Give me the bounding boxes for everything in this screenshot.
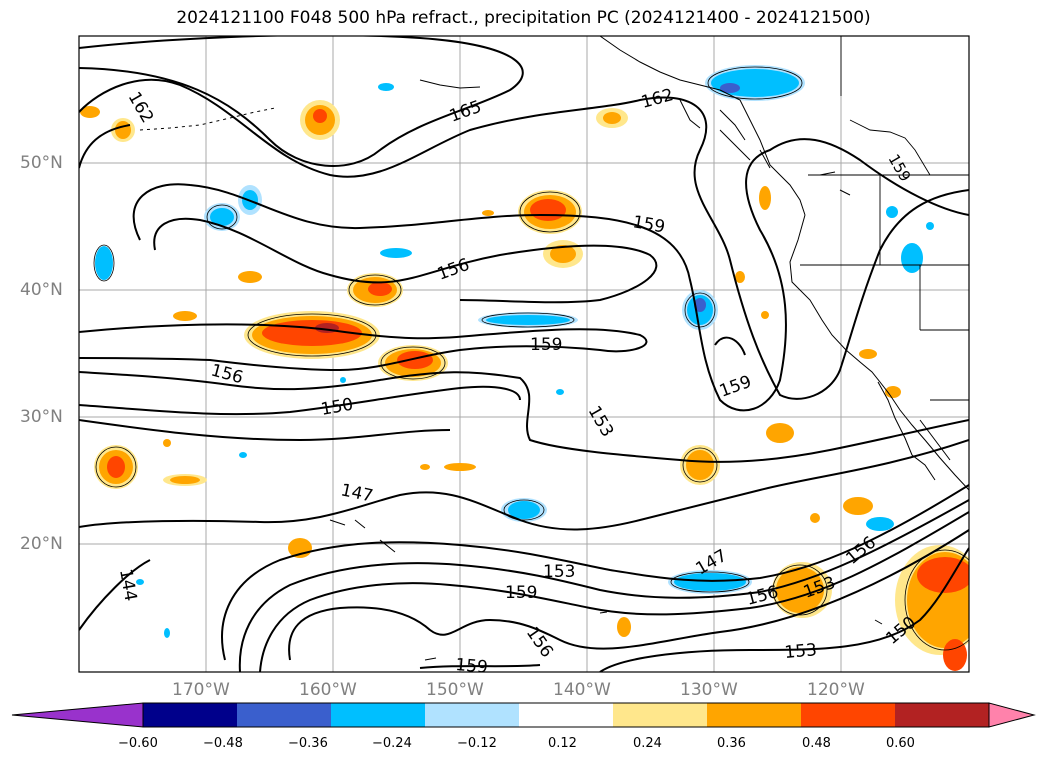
- contour-label: 159: [455, 655, 489, 678]
- coastlines: [139, 36, 969, 661]
- contour-label: 150: [319, 395, 354, 420]
- colorbar-box: [143, 703, 237, 727]
- colorbar-tick-label: −0.24: [372, 736, 412, 751]
- lat-label: 40°N: [20, 280, 63, 300]
- lon-label: 170°W: [172, 680, 230, 700]
- lat-label: 20°N: [20, 534, 63, 554]
- colorbar-tick-label: −0.12: [457, 736, 497, 751]
- colorbar-tick-label: −0.60: [118, 736, 158, 751]
- colorbar-box: [331, 703, 425, 727]
- contour-label: 156: [744, 582, 781, 610]
- contour-label: 162: [639, 85, 676, 113]
- colorbar-tick-label: 0.24: [633, 736, 662, 751]
- contour-label: 153: [543, 562, 575, 582]
- precip-negative-patches: [95, 65, 934, 638]
- colorbar-tick-label: −0.36: [288, 736, 328, 751]
- colorbar-box: [707, 703, 801, 727]
- lat-label: 30°N: [20, 407, 63, 427]
- contour-label: 159: [717, 372, 754, 402]
- colorbar-extend-high: [988, 702, 1036, 728]
- colorbar-box: [519, 703, 613, 727]
- map-frame: [78, 35, 970, 673]
- colorbar-box: [425, 703, 519, 727]
- lon-label: 160°W: [299, 680, 357, 700]
- colorbar-box: [801, 703, 895, 727]
- colorbar-tick-label: 0.48: [802, 736, 831, 751]
- colorbar-tick-label: 0.60: [886, 736, 915, 751]
- lon-label: 130°W: [680, 680, 738, 700]
- contour-label: 156: [435, 255, 472, 285]
- contour-label: 159: [505, 583, 537, 603]
- graticule: [79, 36, 969, 672]
- contour-label: 144: [115, 567, 140, 602]
- colorbar-tick-label: −0.48: [203, 736, 243, 751]
- contour-label: 165: [447, 97, 484, 127]
- colorbar-box: [613, 703, 707, 727]
- colorbar: [11, 702, 1036, 728]
- contour-label: 156: [209, 361, 246, 389]
- contour-label: 153: [784, 640, 818, 663]
- lon-label: 150°W: [426, 680, 484, 700]
- map-title: 2024121100 F048 500 hPa refract., precip…: [176, 8, 871, 28]
- political-borders: [800, 36, 969, 401]
- contour-label: 159: [631, 212, 666, 237]
- contour-label: 156: [522, 623, 557, 661]
- colorbar-frame: [142, 702, 990, 728]
- lon-label: 120°W: [807, 680, 865, 700]
- colorbar-tick-label: 0.36: [717, 736, 746, 751]
- contour-label: 159: [530, 335, 562, 355]
- lat-label: 50°N: [20, 153, 63, 173]
- contour-label: 153: [584, 403, 618, 441]
- contour-label: 147: [339, 480, 375, 506]
- colorbar-box: [895, 703, 989, 727]
- lon-label: 140°W: [553, 680, 611, 700]
- precip-positive-patches: [80, 100, 969, 671]
- colorbar-tick-label: 0.12: [548, 736, 577, 751]
- colorbar-box: [237, 703, 331, 727]
- colorbar-extend-low: [11, 702, 144, 728]
- height-contours: [79, 36, 969, 672]
